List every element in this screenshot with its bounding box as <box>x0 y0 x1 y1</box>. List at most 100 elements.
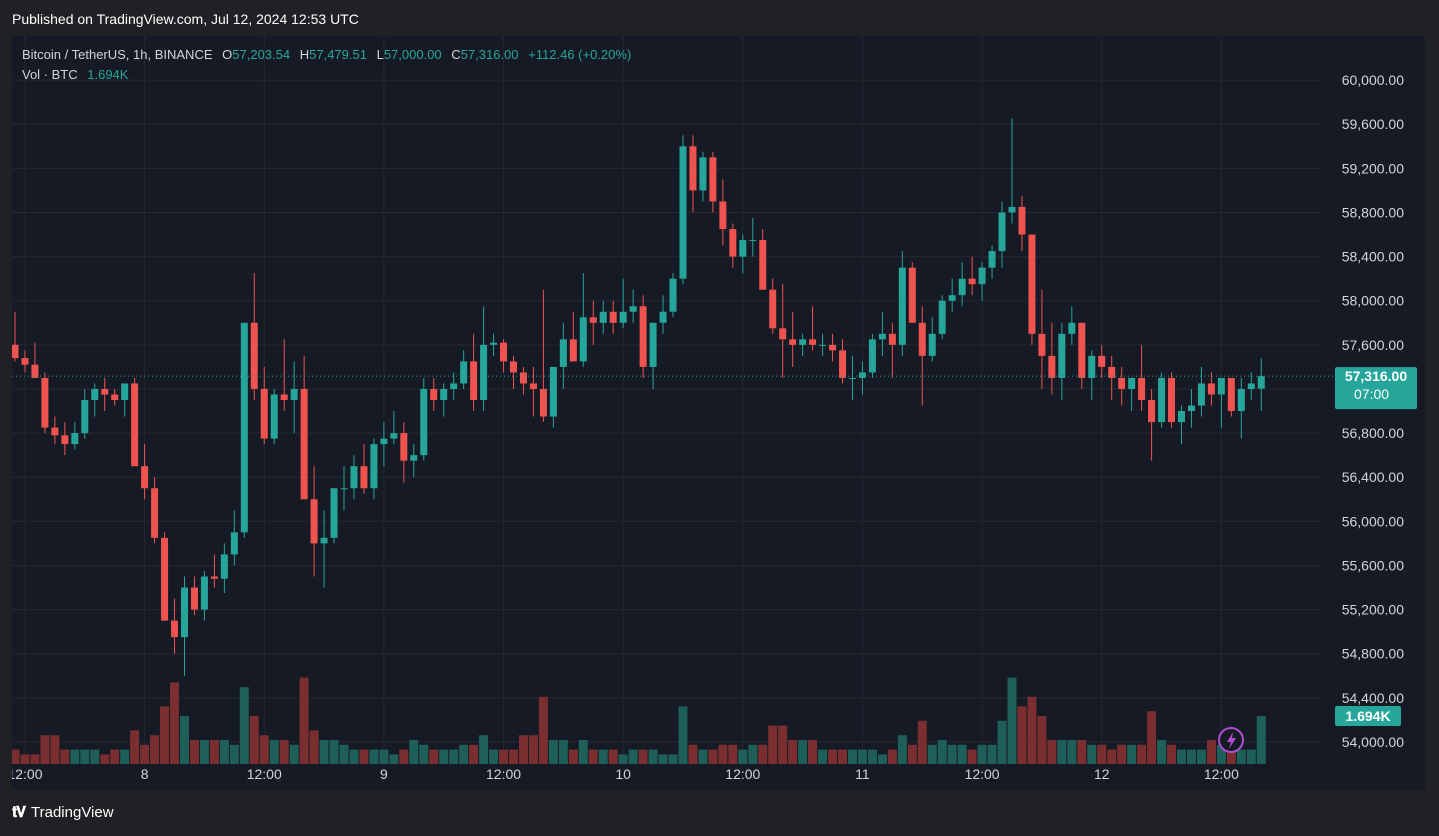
candle-body <box>799 339 807 345</box>
chart-frame[interactable]: 54,000.00 54,400.00 54,800.00 55,200.00 55,6… <box>12 36 1425 790</box>
volume-bar <box>937 740 947 764</box>
candle-body <box>460 361 468 384</box>
candle-body <box>938 300 946 334</box>
volume-bar <box>838 749 848 764</box>
volume-bar <box>130 730 140 764</box>
volume-bar <box>927 744 937 764</box>
candle-body <box>280 394 288 400</box>
candle-body <box>858 372 866 378</box>
candle-body <box>1257 376 1265 389</box>
candle-body <box>749 240 757 242</box>
candle-body <box>1138 377 1146 400</box>
volume-bar <box>867 749 877 764</box>
candle-body <box>679 146 687 279</box>
volume-bar <box>209 740 219 764</box>
volume-bar <box>1137 744 1147 764</box>
volume-bar <box>1256 716 1266 764</box>
candle-body <box>589 317 597 323</box>
candle-body <box>270 394 278 439</box>
y-tick-label: 56,000.00 <box>1342 513 1404 529</box>
candle-body <box>918 322 926 356</box>
candle-body <box>151 488 159 538</box>
volume-bar <box>518 735 528 764</box>
candle-body <box>81 400 89 434</box>
candle-body <box>1197 383 1205 406</box>
candle-body <box>659 311 667 323</box>
volume-label[interactable]: Vol · BTC <box>22 67 78 82</box>
candle-body <box>470 361 478 400</box>
volume-bar <box>279 740 289 764</box>
volume-bar <box>259 735 269 764</box>
footer-brand[interactable]: 𝐭𝐕 TradingView <box>12 804 114 821</box>
candle-body <box>928 333 936 356</box>
candle-body <box>510 361 517 373</box>
candle-body <box>190 587 198 610</box>
volume-bar <box>588 749 598 764</box>
volume-bar <box>1157 740 1167 764</box>
candle-body <box>769 289 777 329</box>
candle-body <box>599 311 607 323</box>
candle-body <box>260 388 268 439</box>
candle-body <box>1028 234 1036 334</box>
candle-body <box>161 537 169 621</box>
candle-body <box>500 342 508 362</box>
volume-bar <box>140 744 150 764</box>
volume-bar <box>429 749 439 764</box>
volume-bar <box>907 744 917 764</box>
volume-bar <box>738 749 748 764</box>
candle-body <box>629 306 637 312</box>
x-tick-label: 12 <box>1094 766 1110 782</box>
y-tick-label: 54,800.00 <box>1342 646 1404 662</box>
symbol-title[interactable]: Bitcoin / TetherUS, 1h, BINANCE <box>22 47 213 62</box>
volume-bar <box>857 749 867 764</box>
candle-body <box>1148 400 1156 423</box>
volume-bar <box>30 754 40 764</box>
candle-body <box>111 394 119 400</box>
volume-bar <box>459 744 469 764</box>
price-axis[interactable]: 54,000.00 54,400.00 54,800.00 55,200.00 55,6… <box>1342 72 1404 750</box>
candle-body <box>669 278 677 312</box>
volume-bar <box>409 740 419 764</box>
volume-bar <box>997 720 1007 764</box>
candle-body <box>839 350 847 378</box>
candle-body <box>210 576 218 579</box>
candle-body <box>101 388 109 395</box>
candle-body <box>1118 377 1126 389</box>
candle-body <box>390 433 398 439</box>
low-value: 57,000.00 <box>383 47 442 62</box>
candlestick-chart[interactable]: 54,000.00 54,400.00 54,800.00 55,200.00 55,6… <box>12 36 1425 790</box>
candle-body <box>290 388 298 400</box>
y-tick-label: 58,400.00 <box>1342 249 1404 265</box>
volume-bar <box>40 735 50 764</box>
volume-bar <box>1216 744 1226 764</box>
volume-tag: 1.694K <box>1335 706 1401 726</box>
candle-body <box>689 146 697 191</box>
volume-bar <box>568 749 578 764</box>
volume-bar <box>818 749 828 764</box>
volume-bar <box>668 754 678 764</box>
volume-bar <box>808 740 818 764</box>
volume-bar <box>329 740 339 764</box>
x-tick-label: 12:00 <box>486 766 521 782</box>
candle-body <box>480 344 488 400</box>
tradingview-logo-icon: 𝐭𝐕 <box>12 804 26 821</box>
candle-body <box>1128 377 1136 389</box>
volume-bar <box>239 687 249 764</box>
lightning-icon[interactable] <box>1218 727 1244 753</box>
volume-bar <box>90 749 100 764</box>
volume-bar <box>977 744 987 764</box>
candle-body <box>719 201 727 230</box>
volume-bar <box>499 749 509 764</box>
volume-bar <box>778 725 788 764</box>
candle-body <box>1177 411 1185 423</box>
candle-body <box>51 427 59 436</box>
volume-bar <box>339 744 349 764</box>
volume-bar <box>688 744 698 764</box>
candle-body <box>569 339 577 362</box>
candle-body <box>360 466 368 489</box>
candle-body <box>230 532 238 555</box>
time-axis[interactable]: 12:00 8 12:00 9 12:00 10 12:00 11 12:00 12 12:00 <box>12 766 1239 782</box>
volume-bar <box>160 706 170 764</box>
candle-body <box>250 322 258 389</box>
volume-bar <box>379 749 389 764</box>
